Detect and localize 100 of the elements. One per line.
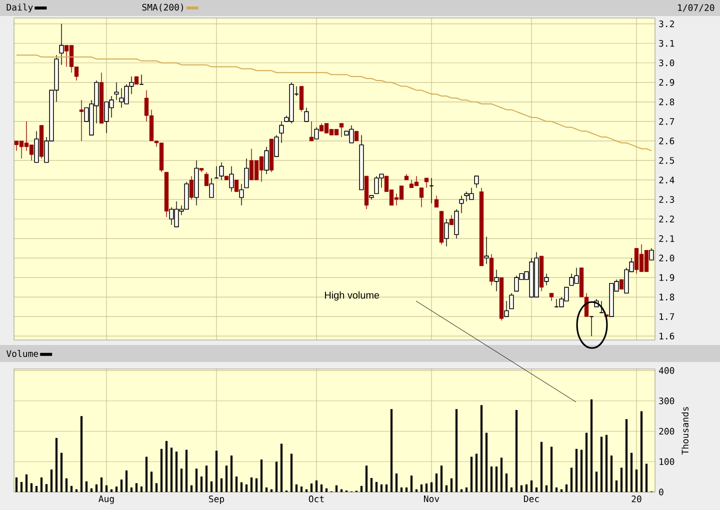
y-tick-label: 3.0 — [659, 59, 674, 66]
bar — [585, 432, 588, 492]
candlestick — [229, 166, 234, 192]
candlestick — [299, 86, 304, 112]
bar — [640, 411, 643, 492]
bar — [160, 448, 163, 492]
bar — [100, 477, 103, 492]
bar — [175, 452, 178, 492]
bar — [80, 416, 83, 492]
bar — [375, 482, 378, 492]
bar — [210, 481, 213, 492]
candlestick — [34, 130, 39, 163]
bar — [200, 476, 203, 492]
bar — [510, 487, 513, 492]
bar — [325, 488, 328, 492]
candlestick — [424, 178, 429, 188]
bar — [310, 483, 313, 492]
bar — [130, 487, 133, 492]
bar — [230, 456, 233, 492]
bar — [525, 484, 528, 492]
bar — [565, 484, 568, 492]
y-tick-label: 2.1 — [659, 235, 674, 242]
bar — [275, 462, 278, 492]
bar — [115, 486, 118, 492]
y-tick-label: 1.7 — [660, 313, 674, 320]
bar — [380, 484, 383, 492]
candlestick — [419, 187, 424, 208]
y-tick-label: 0 — [659, 488, 664, 496]
bar — [570, 468, 573, 492]
bar — [635, 470, 638, 492]
bar — [405, 487, 408, 492]
bar — [450, 478, 453, 492]
bar — [95, 484, 98, 492]
y-tick-label: 1.9 — [660, 274, 674, 281]
bar — [465, 487, 468, 492]
y-tick-label: 2.6 — [659, 138, 674, 144]
bar — [155, 483, 158, 492]
bar — [400, 487, 403, 492]
y-tick-label: 2.9 — [659, 79, 674, 86]
y-tick-label: 200 — [659, 428, 674, 435]
candlestick — [219, 162, 224, 180]
legend-label: Daily — [6, 4, 33, 12]
bar — [500, 458, 503, 492]
y-axis-title: Thousands — [682, 407, 688, 455]
bar — [360, 486, 363, 492]
bar — [225, 466, 228, 492]
candlestick — [589, 316, 594, 336]
candlestick — [279, 121, 284, 144]
candlestick — [339, 123, 344, 138]
bar — [150, 472, 153, 492]
bar — [55, 438, 58, 492]
bar — [395, 473, 398, 492]
bar — [50, 470, 53, 492]
candlestick — [429, 178, 434, 204]
bar — [390, 409, 393, 492]
bar — [320, 484, 323, 492]
candlestick — [309, 121, 314, 142]
bar — [315, 480, 318, 492]
legend-label: Volume — [6, 350, 38, 357]
bar — [240, 482, 243, 492]
candlestick — [314, 126, 319, 140]
y-tick-label: 3.2 — [659, 20, 674, 28]
bar — [70, 486, 73, 492]
candlestick — [444, 218, 449, 247]
candlestick — [619, 279, 624, 290]
y-tick-label: 2.7 — [659, 118, 674, 125]
bar — [280, 444, 283, 492]
bar — [265, 487, 268, 492]
annotation: High volume — [325, 291, 380, 301]
candlestick — [274, 134, 279, 157]
bar — [65, 478, 68, 492]
candlestick — [214, 166, 219, 179]
x-tick-label: Aug — [98, 496, 114, 504]
bar — [520, 485, 523, 492]
candlestick — [204, 172, 209, 186]
candlestick — [434, 195, 439, 208]
bar — [445, 485, 448, 492]
y-tick-label: 2.4 — [659, 176, 674, 184]
bar — [385, 484, 388, 492]
x-tick-label: Nov — [424, 496, 440, 502]
bar — [365, 466, 368, 492]
bar — [620, 468, 623, 492]
bar — [370, 478, 373, 492]
bar — [625, 419, 628, 492]
candlestick — [484, 236, 489, 264]
bar — [25, 474, 28, 492]
bar — [470, 456, 473, 492]
bar — [535, 487, 538, 492]
bar — [425, 483, 428, 492]
candlestick — [239, 184, 244, 206]
bar — [555, 487, 558, 492]
bar — [480, 405, 483, 492]
bar — [515, 410, 518, 492]
bar — [180, 468, 183, 492]
bar — [145, 456, 148, 492]
candlestick — [474, 176, 479, 188]
y-tick-label: 1.8 — [660, 294, 674, 300]
y-tick-label: 2.2 — [659, 216, 674, 222]
candlestick — [114, 82, 119, 100]
candlestick — [59, 24, 64, 66]
